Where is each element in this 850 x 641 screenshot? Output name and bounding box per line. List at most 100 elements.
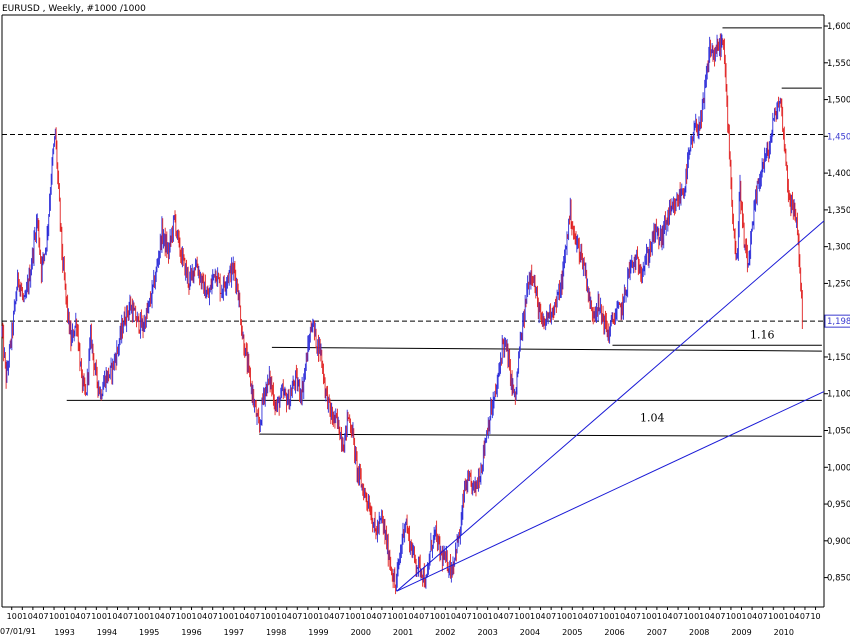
x-tick-label-4: 10 [49, 612, 59, 621]
y-tick-label-4: 1,4000 [827, 169, 850, 179]
year-label-2009: 2009 [731, 628, 751, 637]
year-label-2007: 2007 [647, 628, 667, 637]
x-tick-label-24: 10 [260, 612, 270, 621]
x-tick-label-7: 07 [81, 612, 91, 621]
x-tick-label-27: 07 [292, 612, 302, 621]
x-tick-label-36: 10 [387, 612, 397, 621]
chart-title: EURUSD , Weekly, #1000 /1000 [2, 4, 146, 14]
x-tick-label-74: 04 [789, 612, 799, 621]
annotation-1: 1.04 [640, 412, 665, 425]
x-tick-label-44: 10 [472, 612, 482, 621]
x-tick-label-56: 10 [599, 612, 609, 621]
y-tick-label-0: 1,6000 [827, 22, 850, 32]
x-tick-label-42: 04 [451, 612, 461, 621]
year-label-2001: 2001 [393, 628, 413, 637]
x-tick-label-61: 01 [652, 612, 662, 621]
x-tick-label-59: 07 [631, 612, 641, 621]
x-axis: 10 01 04 07 10 01 04 07 10 01 04 07 10 01 04 07 10 01 04 07… [7, 607, 821, 637]
year-label-1993: 1993 [54, 628, 74, 637]
current-price-label: 1,1987 [827, 317, 850, 327]
annotation-0: 1.16 [750, 329, 775, 342]
y-tick-label-6: 1,3000 [827, 243, 850, 253]
x-tick-label-70: 04 [747, 612, 757, 621]
x-tick-label-60: 10 [641, 612, 651, 621]
y-tick-label-2: 1,5000 [827, 96, 850, 106]
year-label-1997: 1997 [224, 628, 244, 637]
year-label-2002: 2002 [435, 628, 455, 637]
x-tick-label-0: 10 [7, 612, 17, 621]
x-tick-label-15: 07 [165, 612, 175, 621]
x-tick-label-20: 10 [218, 612, 228, 621]
x-tick-label-21: 01 [229, 612, 239, 621]
trendline-1 [396, 391, 825, 592]
x-tick-label-45: 01 [483, 612, 493, 621]
x-tick-label-30: 04 [324, 612, 334, 621]
y-tick-label-10: 1,1000 [827, 390, 850, 400]
x-tick-label-66: 04 [705, 612, 715, 621]
x-tick-label-40: 10 [430, 612, 440, 621]
x-tick-label-68: 10 [726, 612, 736, 621]
x-tick-label-1: 01 [17, 612, 27, 621]
year-label-1995: 1995 [139, 628, 159, 637]
x-tick-label-51: 07 [546, 612, 556, 621]
year-label-1999: 1999 [308, 628, 328, 637]
y-tick-label-7: 1,2500 [827, 279, 850, 289]
x-tick-label-65: 01 [694, 612, 704, 621]
x-tick-label-43: 07 [461, 612, 471, 621]
x-tick-label-6: 04 [70, 612, 80, 621]
x-tick-label-8: 10 [91, 612, 101, 621]
y-tick-label-1: 1,5500 [827, 59, 850, 69]
trendline-0 [396, 220, 825, 592]
x-tick-label-29: 01 [313, 612, 323, 621]
y-tick-label-5: 1,3500 [827, 206, 850, 216]
x-tick-label-23: 07 [250, 612, 260, 621]
x-tick-label-46: 04 [493, 612, 503, 621]
year-label-2006: 2006 [604, 628, 624, 637]
year-label-2003: 2003 [477, 628, 497, 637]
trendlines [396, 220, 825, 592]
y-tick-label-11: 1,0500 [827, 427, 850, 437]
y-axis: 1,6000 1,5500 1,5000 1,4500 1,4000 1,3500 1,30… [824, 22, 850, 584]
year-label-2010: 2010 [774, 628, 794, 637]
x-tick-label-75: 07 [800, 612, 810, 621]
x-tick-label-5: 01 [60, 612, 70, 621]
x-tick-label-32: 10 [345, 612, 355, 621]
x-tick-label-76: 10 [810, 612, 820, 621]
x-tick-label-14: 04 [155, 612, 165, 621]
x-tick-label-35: 07 [377, 612, 387, 621]
x-tick-label-47: 07 [504, 612, 514, 621]
x-tick-label-50: 04 [535, 612, 545, 621]
x-tick-label-2: 04 [28, 612, 38, 621]
y-tick-label-3: 1,4500 [827, 132, 850, 142]
x-tick-label-67: 07 [715, 612, 725, 621]
x-tick-label-10: 04 [112, 612, 122, 621]
x-tick-label-37: 01 [398, 612, 408, 621]
x-tick-label-52: 10 [557, 612, 567, 621]
x-tick-label-22: 04 [239, 612, 249, 621]
x-start-label: 07/01/91 [0, 627, 36, 636]
x-tick-label-49: 01 [525, 612, 535, 621]
x-tick-label-16: 10 [176, 612, 186, 621]
x-tick-label-48: 10 [514, 612, 524, 621]
x-tick-label-31: 07 [335, 612, 345, 621]
x-tick-label-25: 01 [271, 612, 281, 621]
x-tick-label-41: 01 [440, 612, 450, 621]
x-tick-label-26: 04 [282, 612, 292, 621]
year-label-2008: 2008 [689, 628, 709, 637]
x-tick-label-73: 01 [779, 612, 789, 621]
x-tick-label-53: 01 [567, 612, 577, 621]
x-tick-label-33: 01 [356, 612, 366, 621]
x-tick-label-54: 04 [578, 612, 588, 621]
x-tick-label-62: 04 [662, 612, 672, 621]
x-tick-label-17: 01 [186, 612, 196, 621]
x-tick-label-9: 01 [102, 612, 112, 621]
x-tick-label-55: 07 [588, 612, 598, 621]
x-tick-label-3: 07 [38, 612, 48, 621]
price-bars [1, 33, 803, 595]
x-tick-label-18: 04 [197, 612, 207, 621]
x-tick-label-13: 01 [144, 612, 154, 621]
